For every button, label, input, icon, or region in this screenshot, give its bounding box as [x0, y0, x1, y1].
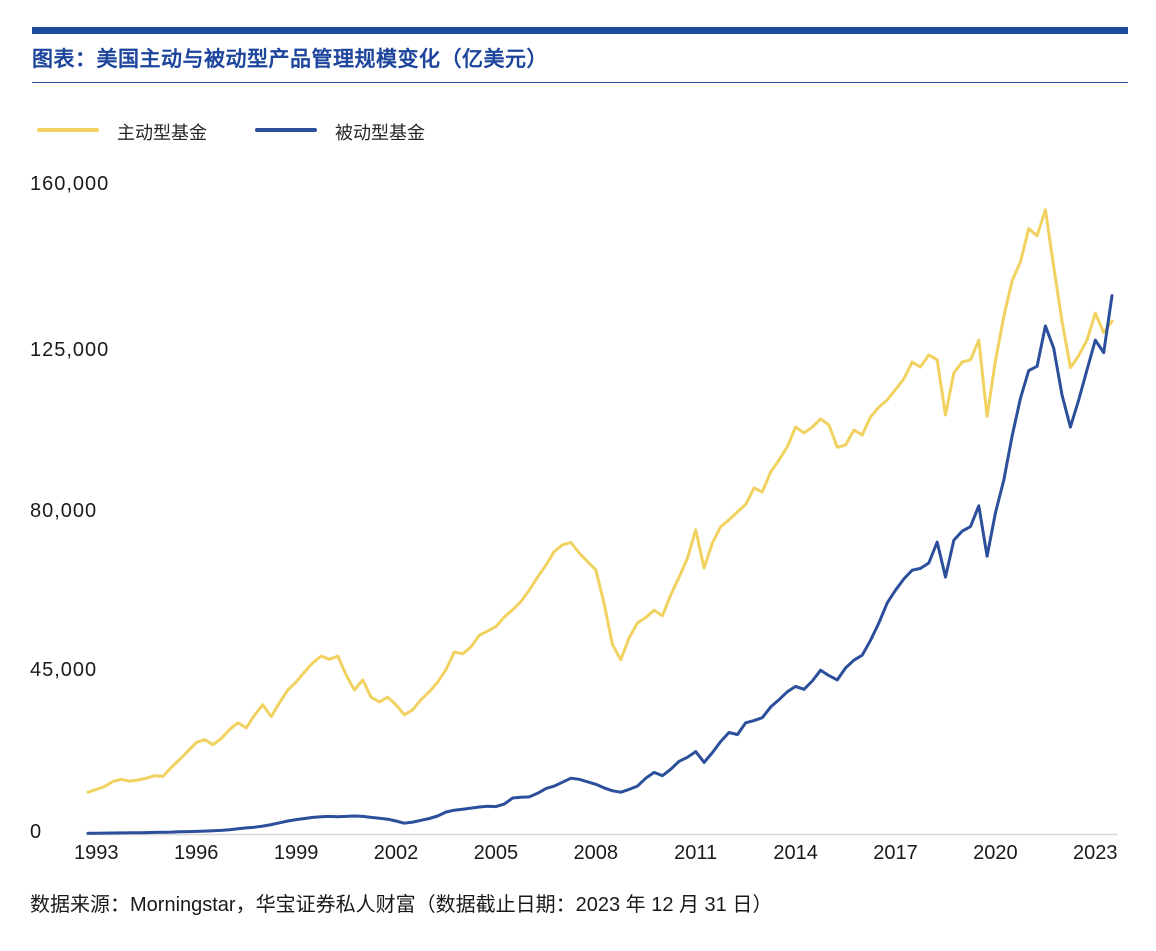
y-tick-label-45000: 45,000	[30, 659, 98, 681]
series-line-active-funds	[86, 208, 1114, 794]
data-source-note: 数据来源：Morningstar，华宝证券私人财富（数据截止日期：2023 年 …	[30, 894, 773, 916]
x-tick-label-1996: 1996	[173, 842, 219, 864]
chart-title: 图表：美国主动与被动型产品管理规模变化（亿美元）	[32, 43, 1128, 73]
x-tick-label-2020: 2020	[973, 842, 1018, 864]
legend-item-active-funds: 主动型基金	[37, 118, 247, 143]
legend-swatch-passive-line	[255, 128, 317, 132]
x-tick-label-2023: 2023	[1073, 842, 1118, 864]
chart-title-tag: 图表：	[32, 48, 97, 71]
y-tick-label-160000: 160,000	[30, 173, 110, 195]
x-tick-label-2011: 2011	[674, 842, 718, 864]
title-divider	[32, 82, 1128, 83]
legend-label-passive: 被动型基金	[335, 123, 425, 143]
series-line-passive-funds	[86, 294, 1114, 835]
legend-item-passive-funds: 被动型基金	[255, 118, 465, 143]
x-tick-label-1993: 1993	[74, 842, 119, 864]
y-tick-label-125000: 125,000	[30, 339, 110, 361]
legend-swatch-active-line	[37, 128, 99, 132]
y-tick-label-0: 0	[30, 821, 43, 843]
x-tick-label-2014: 2014	[773, 842, 818, 864]
y-tick-label-80000: 80,000	[30, 500, 98, 522]
x-tick-label-1999: 1999	[273, 842, 319, 864]
x-tick-label-2005: 2005	[473, 842, 519, 864]
x-tick-label-2002: 2002	[373, 842, 419, 864]
x-tick-label-2017: 2017	[873, 842, 918, 864]
x-tick-label-2008: 2008	[573, 842, 619, 864]
chart-title-text: 美国主动与被动型产品管理规模变化（亿美元）	[96, 48, 548, 71]
legend-label-active: 主动型基金	[117, 123, 207, 143]
header-accent-bar	[32, 27, 1128, 34]
